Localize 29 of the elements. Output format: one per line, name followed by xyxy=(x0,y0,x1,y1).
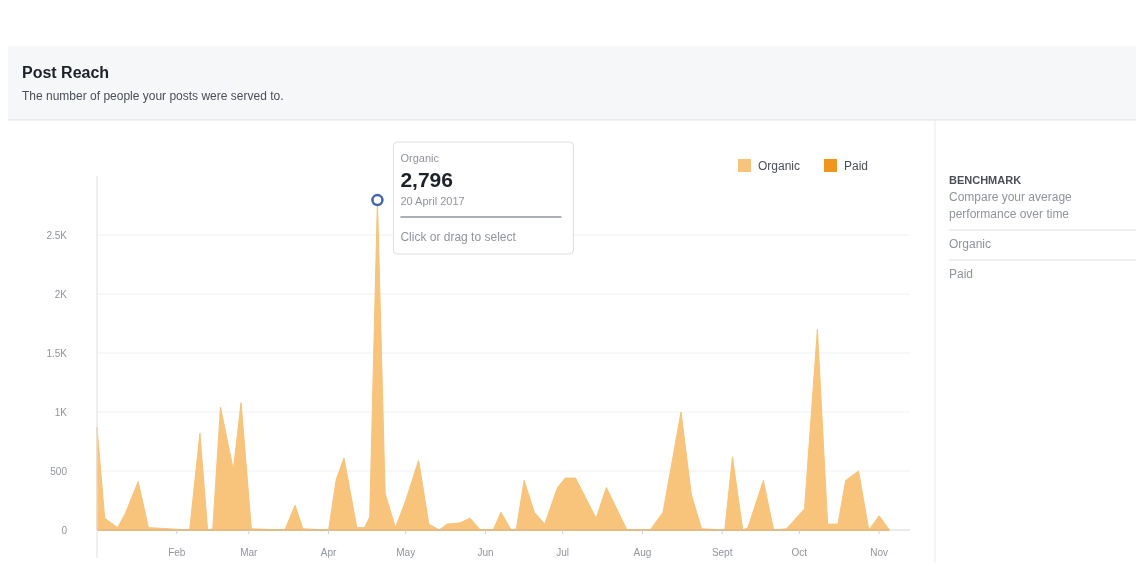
x-tick-label: Mar xyxy=(240,547,259,558)
y-tick-label: 1.5K xyxy=(46,348,68,359)
y-tick-label: 500 xyxy=(50,466,68,477)
chart-subtitle: The number of people your posts were served to. xyxy=(22,89,284,103)
legend-label: Paid xyxy=(844,159,869,173)
x-tick-label: Feb xyxy=(168,547,186,558)
x-tick-label: Jun xyxy=(477,547,494,558)
x-tick-label: Apr xyxy=(320,547,337,558)
text: Organic xyxy=(949,237,992,251)
x-tick-label: May xyxy=(396,547,416,558)
x-tick-label: Jul xyxy=(556,547,570,558)
y-tick-label: 1K xyxy=(54,407,68,418)
text: BENCHMARK xyxy=(949,174,1022,186)
chart-title: Post Reach xyxy=(22,64,110,81)
annotation: 2,796 xyxy=(400,168,453,191)
x-tick-label: Sept xyxy=(711,547,733,558)
text: Organic xyxy=(400,152,440,164)
annotation: Click or drag to select xyxy=(400,230,517,244)
y-tick-label: 2K xyxy=(54,289,68,300)
text: Paid xyxy=(949,267,974,281)
annotation: 20 April 2017 xyxy=(400,195,465,207)
legend-label: Organic xyxy=(758,159,801,173)
y-tick-label: 0 xyxy=(61,525,68,536)
text: performance over time xyxy=(949,207,1070,221)
x-tick-label: Oct xyxy=(791,547,808,558)
x-tick-label: Nov xyxy=(870,547,889,558)
x-tick-label: Aug xyxy=(633,547,652,558)
text: Compare your average xyxy=(949,190,1073,204)
y-tick-label: 2.5K xyxy=(46,230,68,241)
